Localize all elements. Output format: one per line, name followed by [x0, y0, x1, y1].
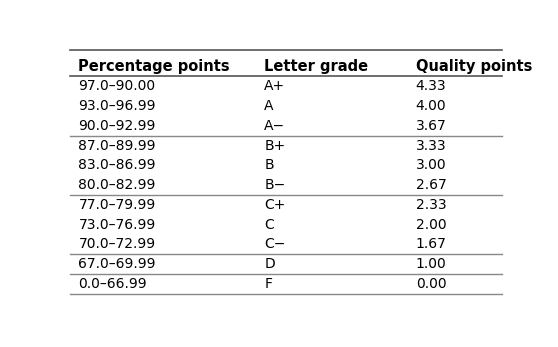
Text: 0.0–66.99: 0.0–66.99	[78, 277, 147, 291]
Text: 0.00: 0.00	[416, 277, 446, 291]
Text: 3.33: 3.33	[416, 138, 446, 153]
Text: 3.67: 3.67	[416, 119, 446, 133]
Text: 93.0–96.99: 93.0–96.99	[78, 99, 156, 113]
Text: Percentage points: Percentage points	[78, 59, 230, 74]
Text: 4.33: 4.33	[416, 79, 446, 93]
Text: D: D	[264, 257, 275, 271]
Text: 1.00: 1.00	[416, 257, 446, 271]
Text: B: B	[264, 158, 274, 172]
Text: 73.0–76.99: 73.0–76.99	[78, 218, 156, 232]
Text: C: C	[264, 218, 274, 232]
Text: 2.67: 2.67	[416, 178, 446, 192]
Text: 90.0–92.99: 90.0–92.99	[78, 119, 156, 133]
Text: 2.33: 2.33	[416, 198, 446, 212]
Text: F: F	[264, 277, 272, 291]
Text: 3.00: 3.00	[416, 158, 446, 172]
Text: 2.00: 2.00	[416, 218, 446, 232]
Text: 83.0–86.99: 83.0–86.99	[78, 158, 156, 172]
Text: 87.0–89.99: 87.0–89.99	[78, 138, 156, 153]
Text: A−: A−	[264, 119, 286, 133]
Text: 70.0–72.99: 70.0–72.99	[78, 237, 156, 252]
Text: A+: A+	[264, 79, 286, 93]
Text: A: A	[264, 99, 274, 113]
Text: 97.0–90.00: 97.0–90.00	[78, 79, 156, 93]
Text: Letter grade: Letter grade	[264, 59, 368, 74]
Text: 80.0–82.99: 80.0–82.99	[78, 178, 156, 192]
Text: 77.0–79.99: 77.0–79.99	[78, 198, 156, 212]
Text: B−: B−	[264, 178, 286, 192]
Text: 67.0–69.99: 67.0–69.99	[78, 257, 156, 271]
Text: 4.00: 4.00	[416, 99, 446, 113]
Text: C+: C+	[264, 198, 286, 212]
Text: B+: B+	[264, 138, 286, 153]
Text: C−: C−	[264, 237, 286, 252]
Text: Quality points: Quality points	[416, 59, 532, 74]
Text: 1.67: 1.67	[416, 237, 446, 252]
